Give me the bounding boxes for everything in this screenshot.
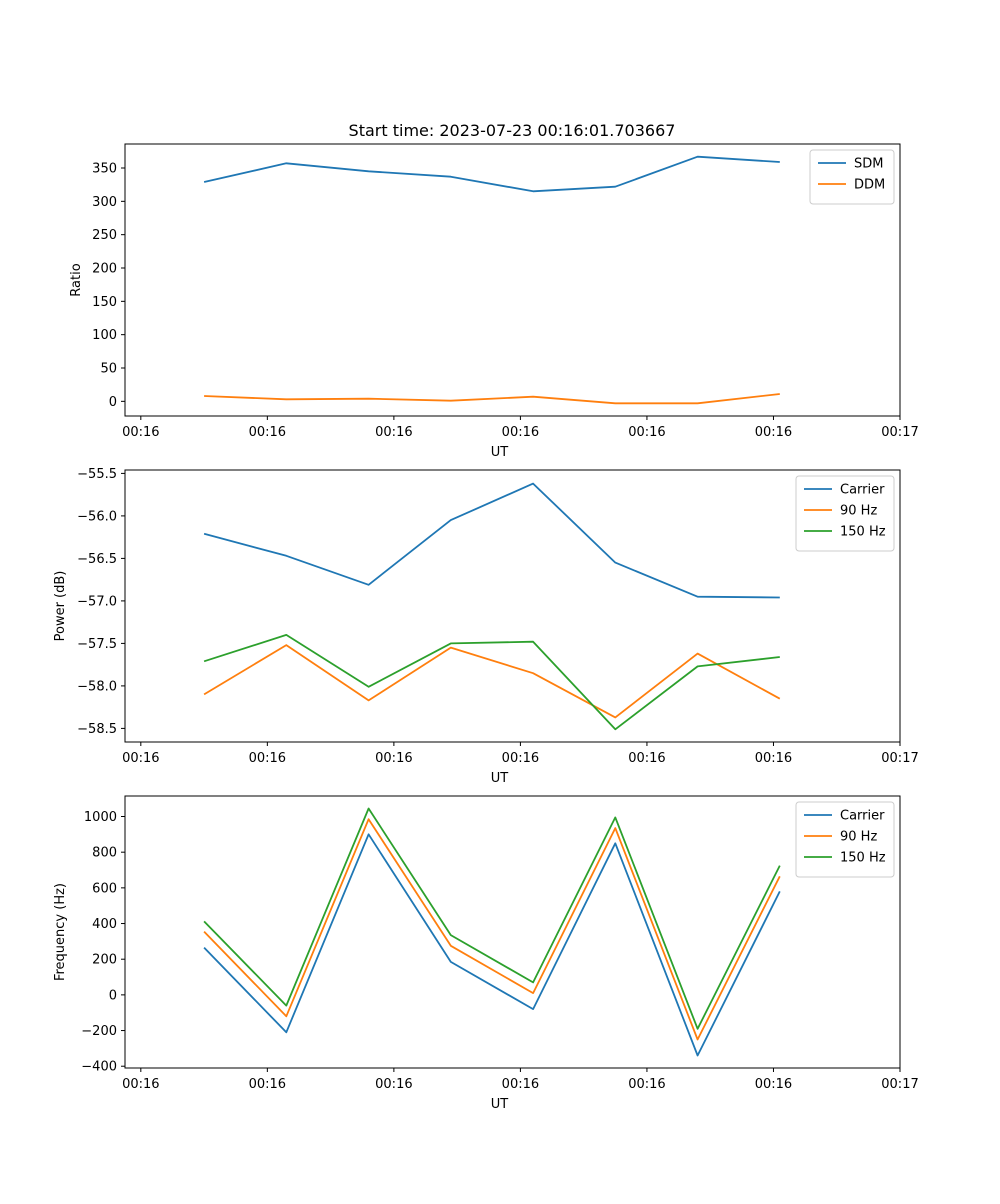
x-tick-label: 00:16	[755, 1077, 792, 1092]
y-tick-label: 0	[109, 988, 117, 1003]
y-tick-label: −56.5	[77, 552, 117, 567]
x-tick-label: 00:16	[502, 425, 539, 440]
legend: Carrier 90 Hz 150 Hz	[795, 801, 895, 878]
legend-box	[795, 475, 895, 552]
x-tick-label: 00:16	[122, 751, 159, 766]
x-axis-label: UT	[491, 771, 509, 786]
y-tick-label: 0	[109, 395, 117, 410]
series-line-90-hz	[203, 644, 781, 719]
x-tick-label: 00:16	[122, 1077, 159, 1092]
x-tick-label: 00:17	[881, 751, 918, 766]
y-tick-label: 50	[100, 362, 117, 377]
series-line-150-hz	[203, 807, 781, 1030]
x-tick-label: 00:16	[249, 1077, 286, 1092]
legend-label: Carrier	[840, 809, 885, 824]
x-tick-label: 00:16	[628, 425, 665, 440]
panel-2: 00:16 00:16 00:16 00:16 00:16 00:16 00:17 −58.5…	[53, 467, 919, 786]
series-line-carrier	[203, 833, 781, 1057]
x-tick-label: 00:16	[375, 1077, 412, 1092]
x-tick-label: 00:16	[249, 425, 286, 440]
y-tick-label: 300	[92, 195, 117, 210]
y-tick-label: 350	[92, 162, 117, 177]
axes-frame	[124, 469, 901, 743]
x-tick-label: 00:16	[628, 751, 665, 766]
legend-box	[795, 801, 895, 878]
legend-label: 150 Hz	[840, 851, 886, 866]
axes-frame	[124, 795, 901, 1069]
y-tick-label: −400	[81, 1060, 117, 1075]
x-tick-label: 00:16	[375, 751, 412, 766]
y-tick-label: 400	[92, 917, 117, 932]
axes-frame	[124, 143, 901, 417]
y-tick-label: 800	[92, 846, 117, 861]
legend: SDM DDM	[809, 149, 895, 205]
legend-label: 90 Hz	[840, 830, 877, 845]
panel-3: 00:16 00:16 00:16 00:16 00:16 00:16 00:17 −400 −…	[53, 795, 919, 1112]
y-tick-label: 200	[92, 262, 117, 277]
y-tick-label: 100	[92, 328, 117, 343]
y-tick-label: −57.0	[77, 594, 117, 609]
legend-label: DDM	[854, 178, 885, 193]
x-tick-label: 00:17	[881, 1077, 918, 1092]
x-tick-label: 00:16	[122, 425, 159, 440]
y-tick-label: −58.5	[77, 722, 117, 737]
y-tick-label: 200	[92, 953, 117, 968]
y-tick-label: −57.5	[77, 637, 117, 652]
y-tick-label: −55.5	[77, 467, 117, 482]
legend-label: Carrier	[840, 483, 885, 498]
series-line-90-hz	[203, 818, 781, 1041]
series-line-sdm	[203, 155, 780, 193]
series-line-150-hz	[203, 634, 780, 731]
y-tick-label: −58.0	[77, 679, 117, 694]
x-axis-label: UT	[491, 1097, 509, 1112]
x-tick-label: 00:16	[755, 751, 792, 766]
chart-title: Start time: 2023-07-23 00:16:01.703667	[349, 121, 676, 140]
legend-label: 90 Hz	[840, 504, 877, 519]
y-tick-label: −200	[81, 1024, 117, 1039]
panels: 00:16 00:16 00:16 00:16 00:16 00:16 00:17 0 50 10…	[53, 143, 919, 1112]
legend-label: SDM	[854, 157, 883, 172]
x-tick-label: 00:16	[502, 751, 539, 766]
panel-1: 00:16 00:16 00:16 00:16 00:16 00:16 00:17 0 50 10…	[69, 143, 919, 460]
y-axis-label: Ratio	[69, 263, 84, 296]
x-axis-label: UT	[491, 445, 509, 460]
y-tick-label: 150	[92, 295, 117, 310]
y-tick-label: −56.0	[77, 509, 117, 524]
y-axis-label: Frequency (Hz)	[53, 883, 68, 981]
y-tick-label: 600	[92, 881, 117, 896]
x-tick-label: 00:17	[881, 425, 918, 440]
x-tick-label: 00:16	[502, 1077, 539, 1092]
y-axis-label: Power (dB)	[53, 571, 68, 642]
series-line-ddm	[204, 393, 780, 405]
x-tick-label: 00:16	[755, 425, 792, 440]
y-tick-label: 1000	[84, 810, 117, 825]
x-tick-label: 00:16	[249, 751, 286, 766]
series-line-carrier	[203, 482, 780, 599]
x-tick-label: 00:16	[375, 425, 412, 440]
legend-label: 150 Hz	[840, 525, 886, 540]
x-tick-label: 00:16	[628, 1077, 665, 1092]
legend: Carrier 90 Hz 150 Hz	[795, 475, 895, 552]
y-tick-label: 250	[92, 228, 117, 243]
